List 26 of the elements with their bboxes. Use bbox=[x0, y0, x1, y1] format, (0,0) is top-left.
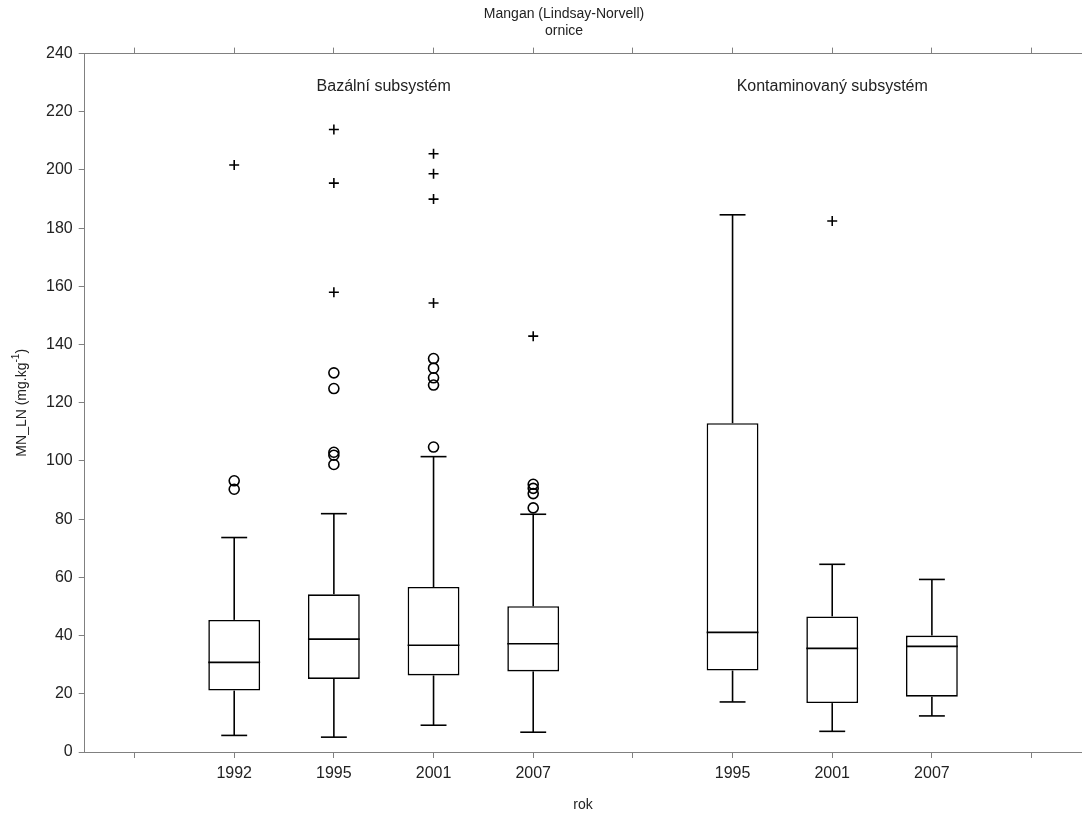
chart-subtitle: ornice bbox=[544, 22, 584, 39]
y-tick-label: 180 bbox=[45, 218, 73, 236]
y-tick-label: 160 bbox=[45, 276, 73, 294]
annotation: Kontaminovaný subsystém bbox=[736, 77, 928, 95]
x-axis-title: rok bbox=[573, 796, 594, 813]
y-tick-label: 60 bbox=[54, 567, 73, 585]
y-tick-label: 80 bbox=[54, 509, 73, 527]
y-tick-label: 240 bbox=[45, 44, 73, 62]
y-axis-title: MN_LN (mg.kg-1) bbox=[9, 348, 29, 457]
y-tick-label: 220 bbox=[45, 102, 73, 120]
annotation: Bazální subsystém bbox=[316, 77, 451, 95]
chart-title: Mangan (Lindsay-Norvell) bbox=[483, 5, 645, 22]
x-tick-label: 1995 bbox=[714, 764, 751, 782]
y-tick-label: 100 bbox=[45, 451, 73, 469]
y-tick-label: 140 bbox=[45, 335, 73, 353]
y-tick-label: 20 bbox=[54, 684, 73, 702]
x-tick-label: 1992 bbox=[216, 764, 253, 782]
x-tick-label: 1995 bbox=[316, 764, 352, 782]
y-tick-label: 40 bbox=[54, 626, 73, 644]
x-tick-label: 2007 bbox=[515, 764, 552, 782]
x-tick-label: 2001 bbox=[415, 764, 452, 782]
y-tick-label: 0 bbox=[63, 742, 73, 760]
x-tick-label: 2001 bbox=[814, 764, 851, 782]
y-tick-label: 120 bbox=[45, 393, 73, 411]
x-tick-label: 2007 bbox=[914, 764, 950, 782]
y-tick-label: 200 bbox=[45, 160, 73, 178]
